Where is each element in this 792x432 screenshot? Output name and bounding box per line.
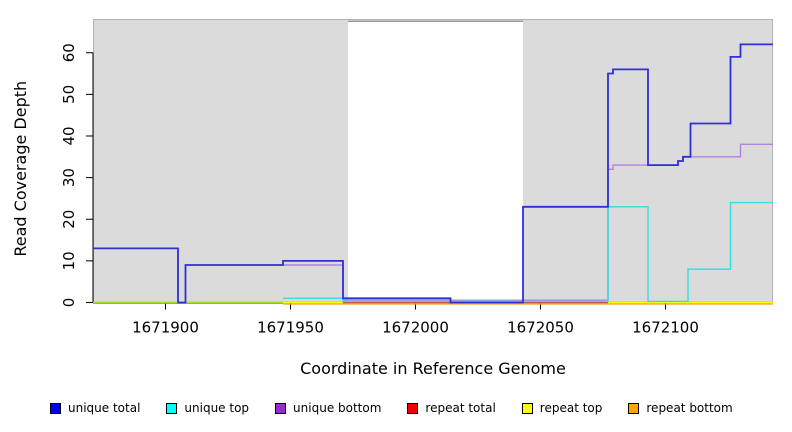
- series-unique-total: [93, 43, 773, 304]
- shaded-region: [93, 19, 348, 303]
- legend-item-repeat-top: repeat top: [521, 401, 603, 415]
- legend-label: unique bottom: [293, 401, 382, 415]
- legend-swatch-icon: [50, 402, 61, 414]
- x-axis-title: Coordinate in Reference Genome: [300, 359, 566, 378]
- series-unique-bottom: [283, 143, 773, 301]
- x-tick-label: 1672100: [632, 319, 699, 337]
- legend-swatch-icon: [407, 402, 419, 414]
- y-tick-label: 40: [60, 126, 78, 145]
- coverage-plot: 1671900 1671950 1672000 1672050 1672100 0 10 20…: [11, 19, 773, 378]
- legend-label: unique total: [68, 401, 141, 415]
- y-tick-label: 10: [60, 251, 78, 270]
- y-tick-label: 60: [60, 43, 78, 62]
- legend-label: repeat bottom: [646, 401, 733, 415]
- legend-swatch-icon: [521, 402, 533, 414]
- y-axis-title: Read Coverage Depth: [11, 81, 30, 257]
- legend-label: repeat total: [425, 401, 496, 415]
- legend-swatch-icon: [275, 402, 287, 414]
- legend-item-repeat-bottom: repeat bottom: [628, 401, 733, 415]
- legend-swatch-icon: [628, 402, 640, 414]
- legend-item-unique-top: unique top: [166, 401, 249, 415]
- y-tick-label: 50: [60, 85, 78, 104]
- legend-label: repeat top: [539, 401, 603, 415]
- x-tick-label: 1672050: [507, 319, 574, 337]
- x-tick-label: 1671900: [132, 319, 199, 337]
- series-unique-top: [283, 201, 773, 303]
- legend-item-unique-total: unique total: [50, 401, 140, 415]
- y-tick-label: 20: [60, 210, 78, 229]
- y-tick-label: 0: [60, 298, 78, 308]
- legend-item-repeat-total: repeat total: [407, 401, 496, 415]
- legend: unique total unique top unique bottom repea…: [50, 399, 733, 417]
- legend-swatch-icon: [166, 402, 178, 414]
- legend-item-unique-bottom: unique bottom: [275, 401, 381, 415]
- y-tick-label: 30: [60, 168, 78, 187]
- legend-label: unique top: [184, 401, 250, 415]
- x-tick-label: 1671950: [257, 319, 324, 337]
- x-tick-label: 1672000: [382, 319, 449, 337]
